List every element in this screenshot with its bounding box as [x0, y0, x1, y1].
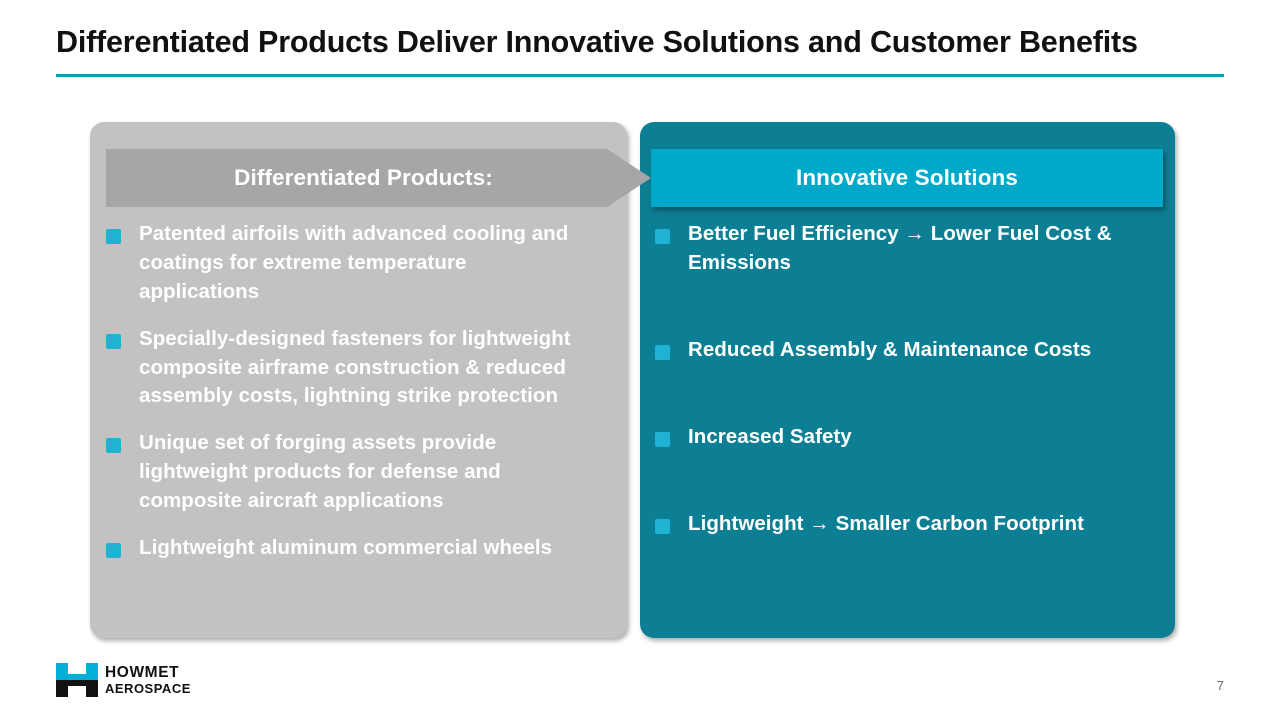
content-panels: Innovative Solutions Differentiated Prod…	[0, 122, 1280, 640]
square-bullet-icon	[655, 518, 670, 534]
bullet-list-differentiated-products: Patented airfoils with advanced cooling …	[106, 220, 611, 581]
list-item-text: Increased Safety	[688, 424, 852, 448]
logo-line-aerospace: AEROSPACE	[105, 681, 191, 697]
list-item-text: Unique set of forging assets provide lig…	[139, 431, 501, 513]
logo-line-howmet: HOWMET	[105, 663, 180, 681]
title-block: Differentiated Products Deliver Innovati…	[56, 25, 1224, 77]
bullet-list-innovative-solutions: Better Fuel Efficiency → Lower Fuel Cost…	[655, 220, 1160, 596]
list-item: Specially-designed fasteners for lightwe…	[106, 325, 611, 412]
list-item-text: Specially-designed fasteners for lightwe…	[139, 326, 571, 408]
list-item: Better Fuel Efficiency → Lower Fuel Cost…	[655, 220, 1160, 278]
square-bullet-icon	[655, 229, 670, 244]
panel-differentiated-products	[90, 122, 627, 638]
square-bullet-icon	[655, 431, 670, 447]
howmet-aerospace-logo: HOWMET AEROSPACE	[56, 663, 191, 697]
howmet-logo-mark-icon	[56, 663, 98, 697]
square-bullet-icon	[106, 333, 121, 349]
header-band-differentiated-products: Differentiated Products:	[106, 149, 651, 207]
list-item: Reduced Assembly & Maintenance Costs	[655, 336, 1160, 365]
list-item: Increased Safety	[655, 423, 1160, 452]
list-item: Lightweight aluminum commercial wheels	[106, 534, 611, 563]
square-bullet-icon	[106, 229, 121, 244]
list-item-text: Lightweight → Smaller Carbon Footprint	[688, 511, 1084, 535]
square-bullet-icon	[106, 543, 121, 559]
panel-innovative-solutions	[640, 122, 1175, 638]
page-number: 7	[1216, 678, 1224, 693]
list-item: Unique set of forging assets provide lig…	[106, 429, 611, 516]
header-label-innovative-solutions: Innovative Solutions	[795, 165, 1019, 190]
square-bullet-icon	[106, 438, 121, 454]
list-item-text: Lightweight aluminum commercial wheels	[139, 536, 553, 560]
list-item: Patented airfoils with advanced cooling …	[106, 220, 611, 307]
logo-wordmark: HOWMET AEROSPACE	[105, 665, 191, 696]
square-bullet-icon	[655, 344, 670, 360]
title-underline-rule	[56, 73, 1224, 77]
list-item-text: Patented airfoils with advanced cooling …	[139, 222, 569, 303]
list-item-text: Better Fuel Efficiency → Lower Fuel Cost…	[688, 222, 1112, 274]
header-band-innovative-solutions: Innovative Solutions	[651, 149, 1163, 207]
list-item-text: Reduced Assembly & Maintenance Costs	[688, 337, 1092, 361]
header-label-differentiated-products: Differentiated Products:	[234, 165, 493, 190]
list-item: Lightweight → Smaller Carbon Footprint	[655, 510, 1160, 539]
page-title: Differentiated Products Deliver Innovati…	[56, 25, 1138, 59]
